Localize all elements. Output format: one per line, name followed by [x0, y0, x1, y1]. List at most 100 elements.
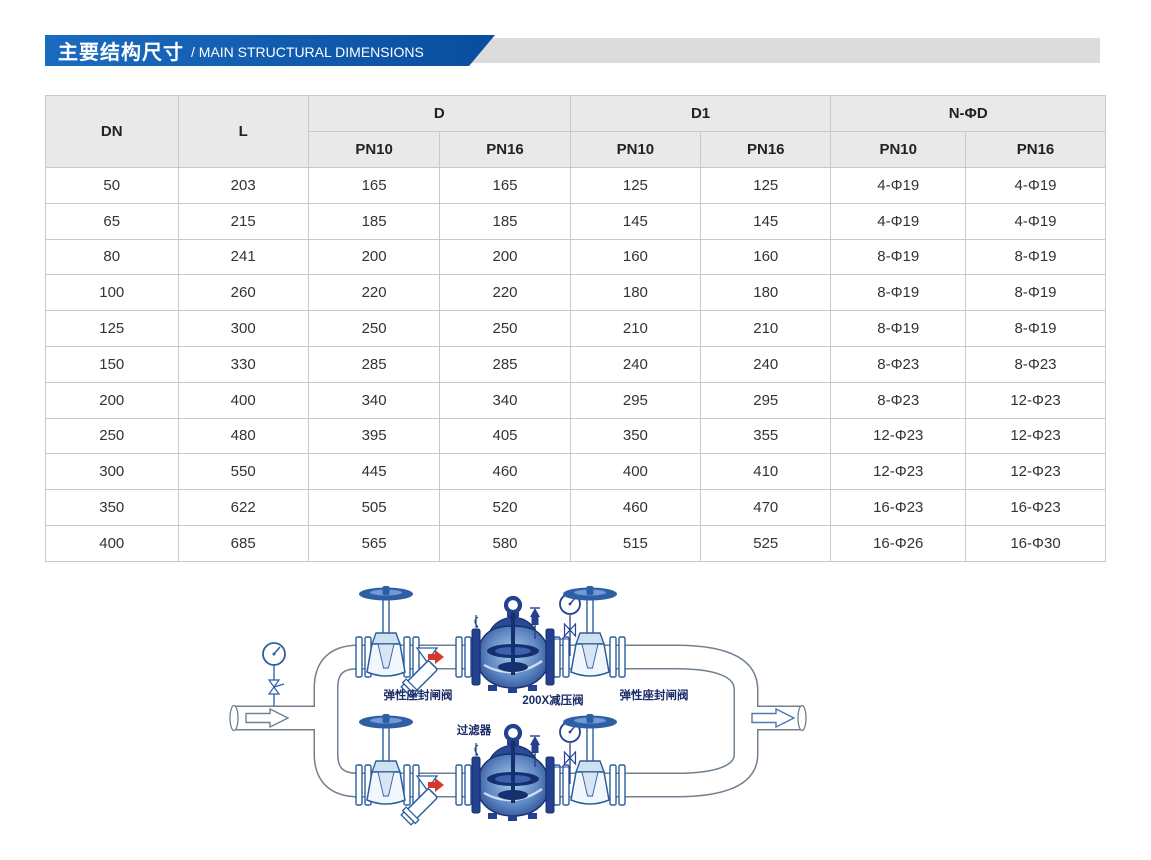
inlet-flow-arrow-icon	[245, 707, 290, 729]
label-strainer: 过滤器	[457, 723, 492, 737]
table-cell: 210	[700, 310, 832, 347]
table-cell: 8-Φ19	[965, 238, 1106, 276]
table-cell: 145	[569, 202, 702, 240]
table-cell: 12-Φ23	[965, 417, 1106, 455]
table-cell: 580	[439, 524, 571, 562]
table-cell: 550	[177, 453, 309, 491]
table-cell: 180	[700, 274, 832, 312]
table-row: 50 203 165 165 125 125 4-Φ19 4-Φ19	[45, 167, 1106, 204]
table-cell: 250	[439, 310, 571, 347]
table-cell: 160	[569, 238, 702, 276]
table-body: 50 203 165 165 125 125 4-Φ19 4-Φ19 65 215 185 185 14…	[45, 167, 1106, 562]
table-cell: 460	[569, 489, 702, 526]
table-cell: 180	[569, 274, 702, 312]
table-cell: 285	[439, 345, 571, 383]
table-cell: 8-Φ19	[965, 274, 1106, 312]
col-subheader-n-pn10: PN10	[830, 131, 967, 168]
table-cell: 50	[45, 167, 179, 204]
table-cell: 300	[177, 310, 309, 347]
table-cell: 12-Φ23	[830, 417, 967, 455]
table-cell: 200	[45, 381, 179, 419]
label-reducing-valve: 200X减压阀	[522, 693, 583, 707]
table-cell: 520	[439, 489, 571, 526]
table-row: 400 685 565 580 515 525 16-Φ26 16-Φ30	[45, 524, 1106, 562]
outlet-pipe-endcap	[797, 704, 807, 732]
table-cell: 460	[439, 453, 571, 491]
col-subheader-d-pn16: PN16	[439, 131, 571, 168]
col-header-l: L	[177, 95, 309, 168]
table-row: 65 215 185 185 145 145 4-Φ19 4-Φ19	[45, 202, 1106, 240]
col-header-d: D	[307, 95, 571, 132]
label-gate-valve-left: 弹性座封闸阀	[384, 688, 453, 702]
table-cell: 16-Φ23	[830, 489, 967, 526]
table-cell: 8-Φ19	[965, 310, 1106, 347]
table-cell: 80	[45, 238, 179, 276]
table-cell: 125	[569, 167, 702, 204]
table-cell: 4-Φ19	[830, 202, 967, 240]
table-cell: 16-Φ26	[830, 524, 967, 562]
table-row: 125 300 250 250 210 210 8-Φ19 8-Φ19	[45, 310, 1106, 347]
table-cell: 395	[307, 417, 441, 455]
table-cell: 125	[45, 310, 179, 347]
table-cell: 165	[439, 167, 571, 204]
col-subheader-d1-pn16: PN16	[700, 131, 832, 168]
table-cell: 685	[177, 524, 309, 562]
table-cell: 260	[177, 274, 309, 312]
section-title-en: / MAIN STRUCTURAL DIMENSIONS	[191, 43, 424, 60]
table-row: 200 400 340 340 295 295 8-Φ23 12-Φ23	[45, 381, 1106, 419]
table-cell: 400	[569, 453, 702, 491]
table-cell: 203	[177, 167, 309, 204]
table-cell: 515	[569, 524, 702, 562]
table-cell: 4-Φ19	[965, 167, 1106, 204]
table-cell: 505	[307, 489, 441, 526]
table-cell: 355	[700, 417, 832, 455]
section-title-zh: 主要结构尺寸	[58, 42, 184, 64]
table-cell: 8-Φ23	[965, 345, 1106, 383]
inlet-pipe-endcap	[229, 704, 239, 732]
table-cell: 410	[700, 453, 832, 491]
table-row: 300 550 445 460 400 410 12-Φ23 12-Φ23	[45, 453, 1106, 491]
col-subheader-n-pn16: PN16	[965, 131, 1106, 168]
table-cell: 622	[177, 489, 309, 526]
table-cell: 220	[307, 274, 441, 312]
table-cell: 240	[700, 345, 832, 383]
table-cell: 16-Φ23	[965, 489, 1106, 526]
table-header-row-groups: DN L D D1 N-ΦD	[45, 95, 1106, 168]
table-cell: 295	[569, 381, 702, 419]
table-cell: 241	[177, 238, 309, 276]
table-cell: 565	[307, 524, 441, 562]
table-cell: 100	[45, 274, 179, 312]
table-cell: 8-Φ19	[830, 310, 967, 347]
table-cell: 480	[177, 417, 309, 455]
table-cell: 200	[307, 238, 441, 276]
table-cell: 250	[307, 310, 441, 347]
table-cell: 350	[45, 489, 179, 526]
table-cell: 4-Φ19	[830, 167, 967, 204]
table-cell: 12-Φ23	[965, 453, 1106, 491]
dimensions-table: DN L D D1 N-ΦD PN10 PN16 PN10 PN16 PN10 …	[45, 95, 1106, 562]
table-row: 80 241 200 200 160 160 8-Φ19 8-Φ19	[45, 238, 1106, 276]
piping-diagram: 弹性座封闸阀 200X减压阀 弹性座封闸阀 过滤器	[229, 572, 807, 860]
inlet-gauge-assembly	[262, 642, 286, 706]
table-cell: 200	[439, 238, 571, 276]
table-cell: 65	[45, 202, 179, 240]
table-cell: 8-Φ19	[830, 238, 967, 276]
table-cell: 4-Φ19	[965, 202, 1106, 240]
table-cell: 8-Φ19	[830, 274, 967, 312]
table-cell: 400	[177, 381, 309, 419]
table-cell: 125	[700, 167, 832, 204]
table-cell: 445	[307, 453, 441, 491]
table-cell: 400	[45, 524, 179, 562]
table-cell: 340	[307, 381, 441, 419]
table-cell: 185	[439, 202, 571, 240]
table-header: DN L D D1 N-ΦD PN10 PN16 PN10 PN16 PN10 …	[45, 95, 1106, 168]
table-cell: 185	[307, 202, 441, 240]
col-header-d1: D1	[569, 95, 832, 132]
branch-upper	[356, 586, 625, 698]
table-cell: 145	[700, 202, 832, 240]
table-cell: 295	[700, 381, 832, 419]
label-gate-valve-right: 弹性座封闸阀	[620, 688, 689, 702]
section-banner: 主要结构尺寸 / MAIN STRUCTURAL DIMENSIONS	[45, 35, 495, 66]
col-subheader-d1-pn10: PN10	[569, 131, 702, 168]
table-cell: 210	[569, 310, 702, 347]
